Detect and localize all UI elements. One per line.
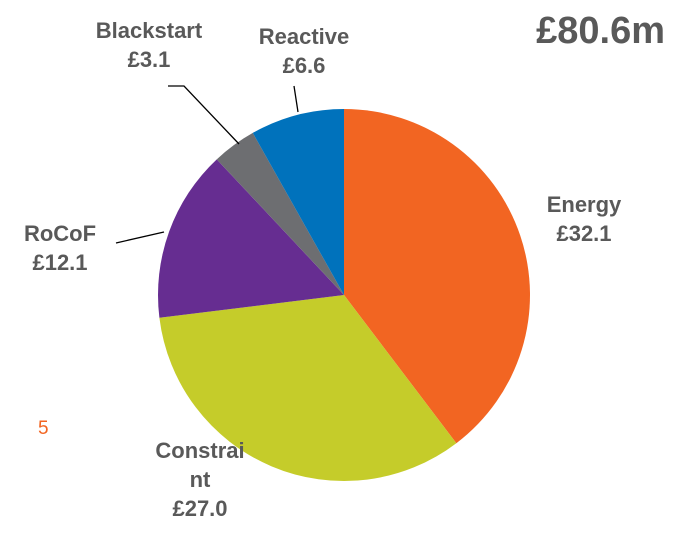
label-rocof-value: £12.1 — [32, 250, 88, 275]
pie-slice-energy — [344, 109, 530, 444]
leader-line-blackstart — [168, 85, 240, 145]
leader-line-rocof — [115, 231, 165, 244]
label-blackstart-value: £3.1 — [127, 47, 171, 72]
label-energy-value: £32.1 — [556, 221, 612, 246]
pie-slices — [157, 109, 530, 481]
label-blackstart-category: Blackstart — [95, 18, 203, 43]
label-reactive-category: Reactive — [258, 24, 350, 49]
pie-slice-reactive — [252, 109, 344, 295]
leader-line-reactive — [293, 85, 299, 113]
label-reactive-value: £6.6 — [282, 53, 326, 78]
label-constraint-value: £27.0 — [172, 496, 228, 521]
label-constraint: Constrai nt £27.0 — [130, 436, 270, 523]
label-reactive: Reactive £6.6 — [240, 22, 368, 80]
label-energy: Energy £32.1 — [528, 190, 640, 248]
pie-slice-constraint — [159, 295, 457, 481]
label-rocof-category: RoCoF — [23, 221, 97, 246]
page-number: 5 — [38, 418, 49, 439]
label-energy-category: Energy — [546, 192, 622, 217]
label-constraint-category-line2: nt — [189, 467, 211, 492]
total-value: £80.6m — [536, 10, 665, 52]
leader-lines — [115, 85, 299, 244]
pie-slice-blackstart — [216, 132, 344, 295]
label-constraint-category-line1: Constrai — [155, 438, 245, 463]
label-rocof: RoCoF £12.1 — [4, 219, 116, 277]
pie-slice-rocof — [157, 159, 344, 318]
label-blackstart: Blackstart £3.1 — [76, 16, 222, 74]
